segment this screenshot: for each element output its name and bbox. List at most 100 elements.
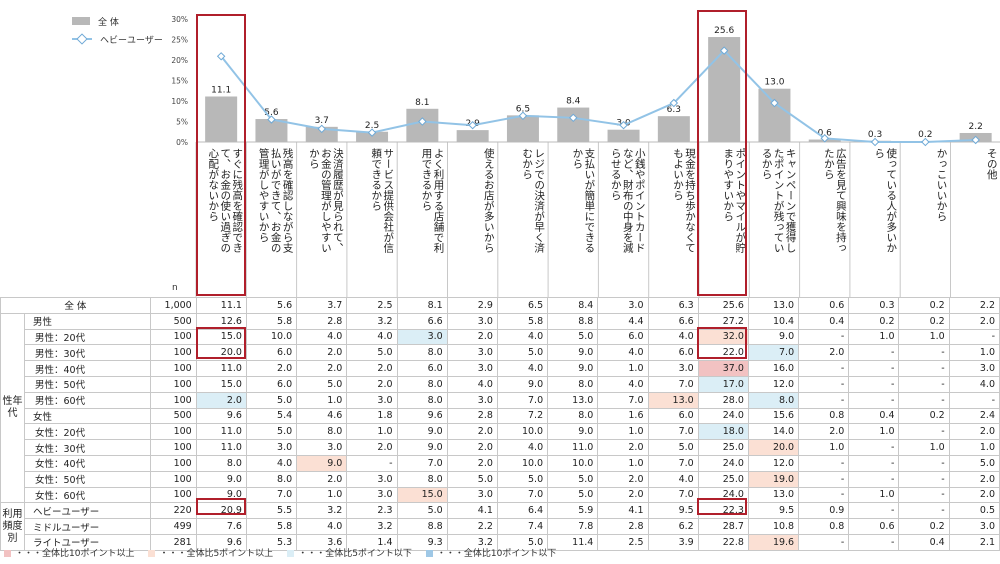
table-cell: 4.0 — [496, 439, 549, 456]
table-row: 男性：30代 100 20.0 6.0 2.0 5.0 8.0 3.0 5.0 9.0 4.0 6.0… — [1, 344, 1000, 362]
table-cell: - — [848, 360, 900, 377]
line-point — [216, 52, 226, 61]
line-point — [971, 135, 980, 145]
line-point — [267, 115, 276, 124]
table-cell: 3.0 — [446, 344, 498, 362]
table-cell: 5.0 — [547, 470, 599, 488]
line-point — [669, 98, 679, 108]
table-cell: 1.0 — [346, 423, 398, 441]
table-cell: - — [898, 470, 950, 488]
category-label: 広告を見て興味を持っ — [835, 147, 847, 253]
table-cell: 5.8 — [245, 312, 298, 330]
table-cell: 1.0 — [597, 423, 649, 441]
table-cell: - — [898, 344, 950, 362]
table-cell: 5.8 — [245, 518, 298, 535]
table-cell: 4.0 — [948, 375, 1000, 393]
table-cell: 2.2 — [948, 297, 1000, 314]
legend-item-total: 全 体 — [72, 12, 163, 30]
table-cell: 3.7 — [296, 297, 348, 314]
table-cell: 10.0 — [547, 454, 599, 472]
bar — [758, 88, 791, 142]
row-label: 男性：50代 — [23, 375, 151, 393]
table-cell: 7.0 — [647, 423, 699, 441]
table-cell: 4.1 — [597, 502, 649, 520]
table-cell: 7.2 — [496, 407, 549, 425]
table-cell: 0.5 — [948, 502, 1000, 520]
table-cell: 2.0 — [798, 344, 850, 362]
table-cell: 24.0 — [697, 454, 749, 472]
bar — [255, 119, 288, 142]
table-cell: 8.0 — [396, 470, 448, 488]
table-cell: - — [898, 360, 950, 377]
row-n: 100 — [149, 470, 197, 488]
table-cell: 2.9 — [446, 297, 498, 314]
table-cell: 5.0 — [296, 375, 348, 393]
table-cell: 1.0 — [948, 439, 1000, 456]
row-label: 女性 — [23, 407, 151, 425]
crosstab-table: 全 体 1,000 11.1 5.6 3.7 2.5 8.1 2.9 6.5 8.4 3.0 6.3 2… — [0, 297, 1000, 551]
table-cell: 1.0 — [898, 328, 950, 346]
table-cell: 11.4 — [547, 533, 599, 551]
table-cell: 6.6 — [396, 312, 448, 330]
table-cell: 12.6 — [195, 312, 247, 330]
row-n: 499 — [149, 518, 197, 535]
table-row: 女性：40代 100 8.0 4.0 9.0-7.0 2.0 10.0 10.0 1.0 7.0 2… — [1, 454, 1000, 472]
table-cell: 0.3 — [848, 297, 900, 314]
table-cell: 3.0 — [948, 360, 1000, 377]
table-cell: 15.6 — [747, 407, 800, 425]
table-cell: 4.0 — [647, 328, 699, 346]
category-label: その他 — [986, 148, 998, 180]
table-cell: 13.0 — [747, 297, 800, 314]
table-cell: 2.2 — [446, 518, 498, 535]
line-point — [921, 137, 930, 147]
table-cell: 1.0 — [848, 423, 900, 441]
category-label: 払いができて、お金の — [270, 147, 282, 253]
bar-value-label: 6.5 — [516, 104, 530, 114]
table-cell: 5.5 — [245, 502, 298, 520]
category-label: 心配がないから — [207, 148, 219, 222]
table-cell: - — [848, 454, 900, 472]
table-cell: - — [898, 486, 950, 504]
table-cell: 3.0 — [446, 312, 498, 330]
table-cell: 2.8 — [597, 518, 649, 535]
table-row: 女性：50代 100 9.0 8.0 2.0 3.0 8.0 5.0 5.0 5.0 2.0 4.0 2… — [1, 470, 1000, 488]
category-label: 頼できるから — [370, 148, 382, 212]
table-cell: 3.2 — [296, 502, 348, 520]
table-cell: - — [898, 375, 950, 393]
table-cell: 10.4 — [747, 312, 800, 330]
table-cell: 9.6 — [195, 533, 247, 551]
table-cell: 3.0 — [446, 391, 498, 409]
table-cell: 2.0 — [597, 470, 649, 488]
table-cell: 11.0 — [195, 439, 247, 456]
category-label: 支払いが簡単にできる — [583, 148, 595, 253]
table-cell: - — [798, 328, 850, 346]
y-tick-label: 25% — [171, 36, 188, 45]
table-cell: - — [798, 454, 850, 472]
table-cell: 2.0 — [948, 312, 1000, 330]
table-cell: 0.6 — [798, 297, 850, 314]
highlight-swatch — [287, 550, 295, 557]
table-cell: 19.0 — [747, 470, 800, 488]
table-cell: - — [898, 391, 950, 409]
table-cell: 9.6 — [396, 407, 448, 425]
highlight-legend: ・・・全体比10ポイント以上 ・・・全体比5ポイント以上 ・・・全体比5ポイント以下… — [4, 546, 556, 559]
table-cell: 32.0 — [697, 328, 749, 346]
row-label: 男性：60代 — [23, 391, 151, 409]
table-cell: 6.0 — [396, 360, 448, 377]
table-cell: 3.2 — [346, 518, 398, 535]
table-cell: 22.8 — [697, 533, 749, 551]
category-label: るから — [761, 148, 773, 180]
table-cell: 6.3 — [647, 297, 699, 314]
highlight-swatch — [425, 550, 433, 557]
table-cell: 9.0 — [547, 423, 599, 441]
line-point — [619, 120, 628, 130]
table-cell: 2.8 — [446, 407, 498, 425]
bar-value-label: 13.0 — [764, 78, 784, 88]
table-cell: - — [848, 375, 900, 393]
table-cell: 5.3 — [245, 533, 298, 551]
highlight-legend-item: ・・・全体比10ポイント以上 — [4, 546, 134, 559]
line-point — [317, 124, 326, 134]
table-cell: 6.6 — [647, 312, 699, 330]
row-n: 100 — [149, 344, 197, 362]
